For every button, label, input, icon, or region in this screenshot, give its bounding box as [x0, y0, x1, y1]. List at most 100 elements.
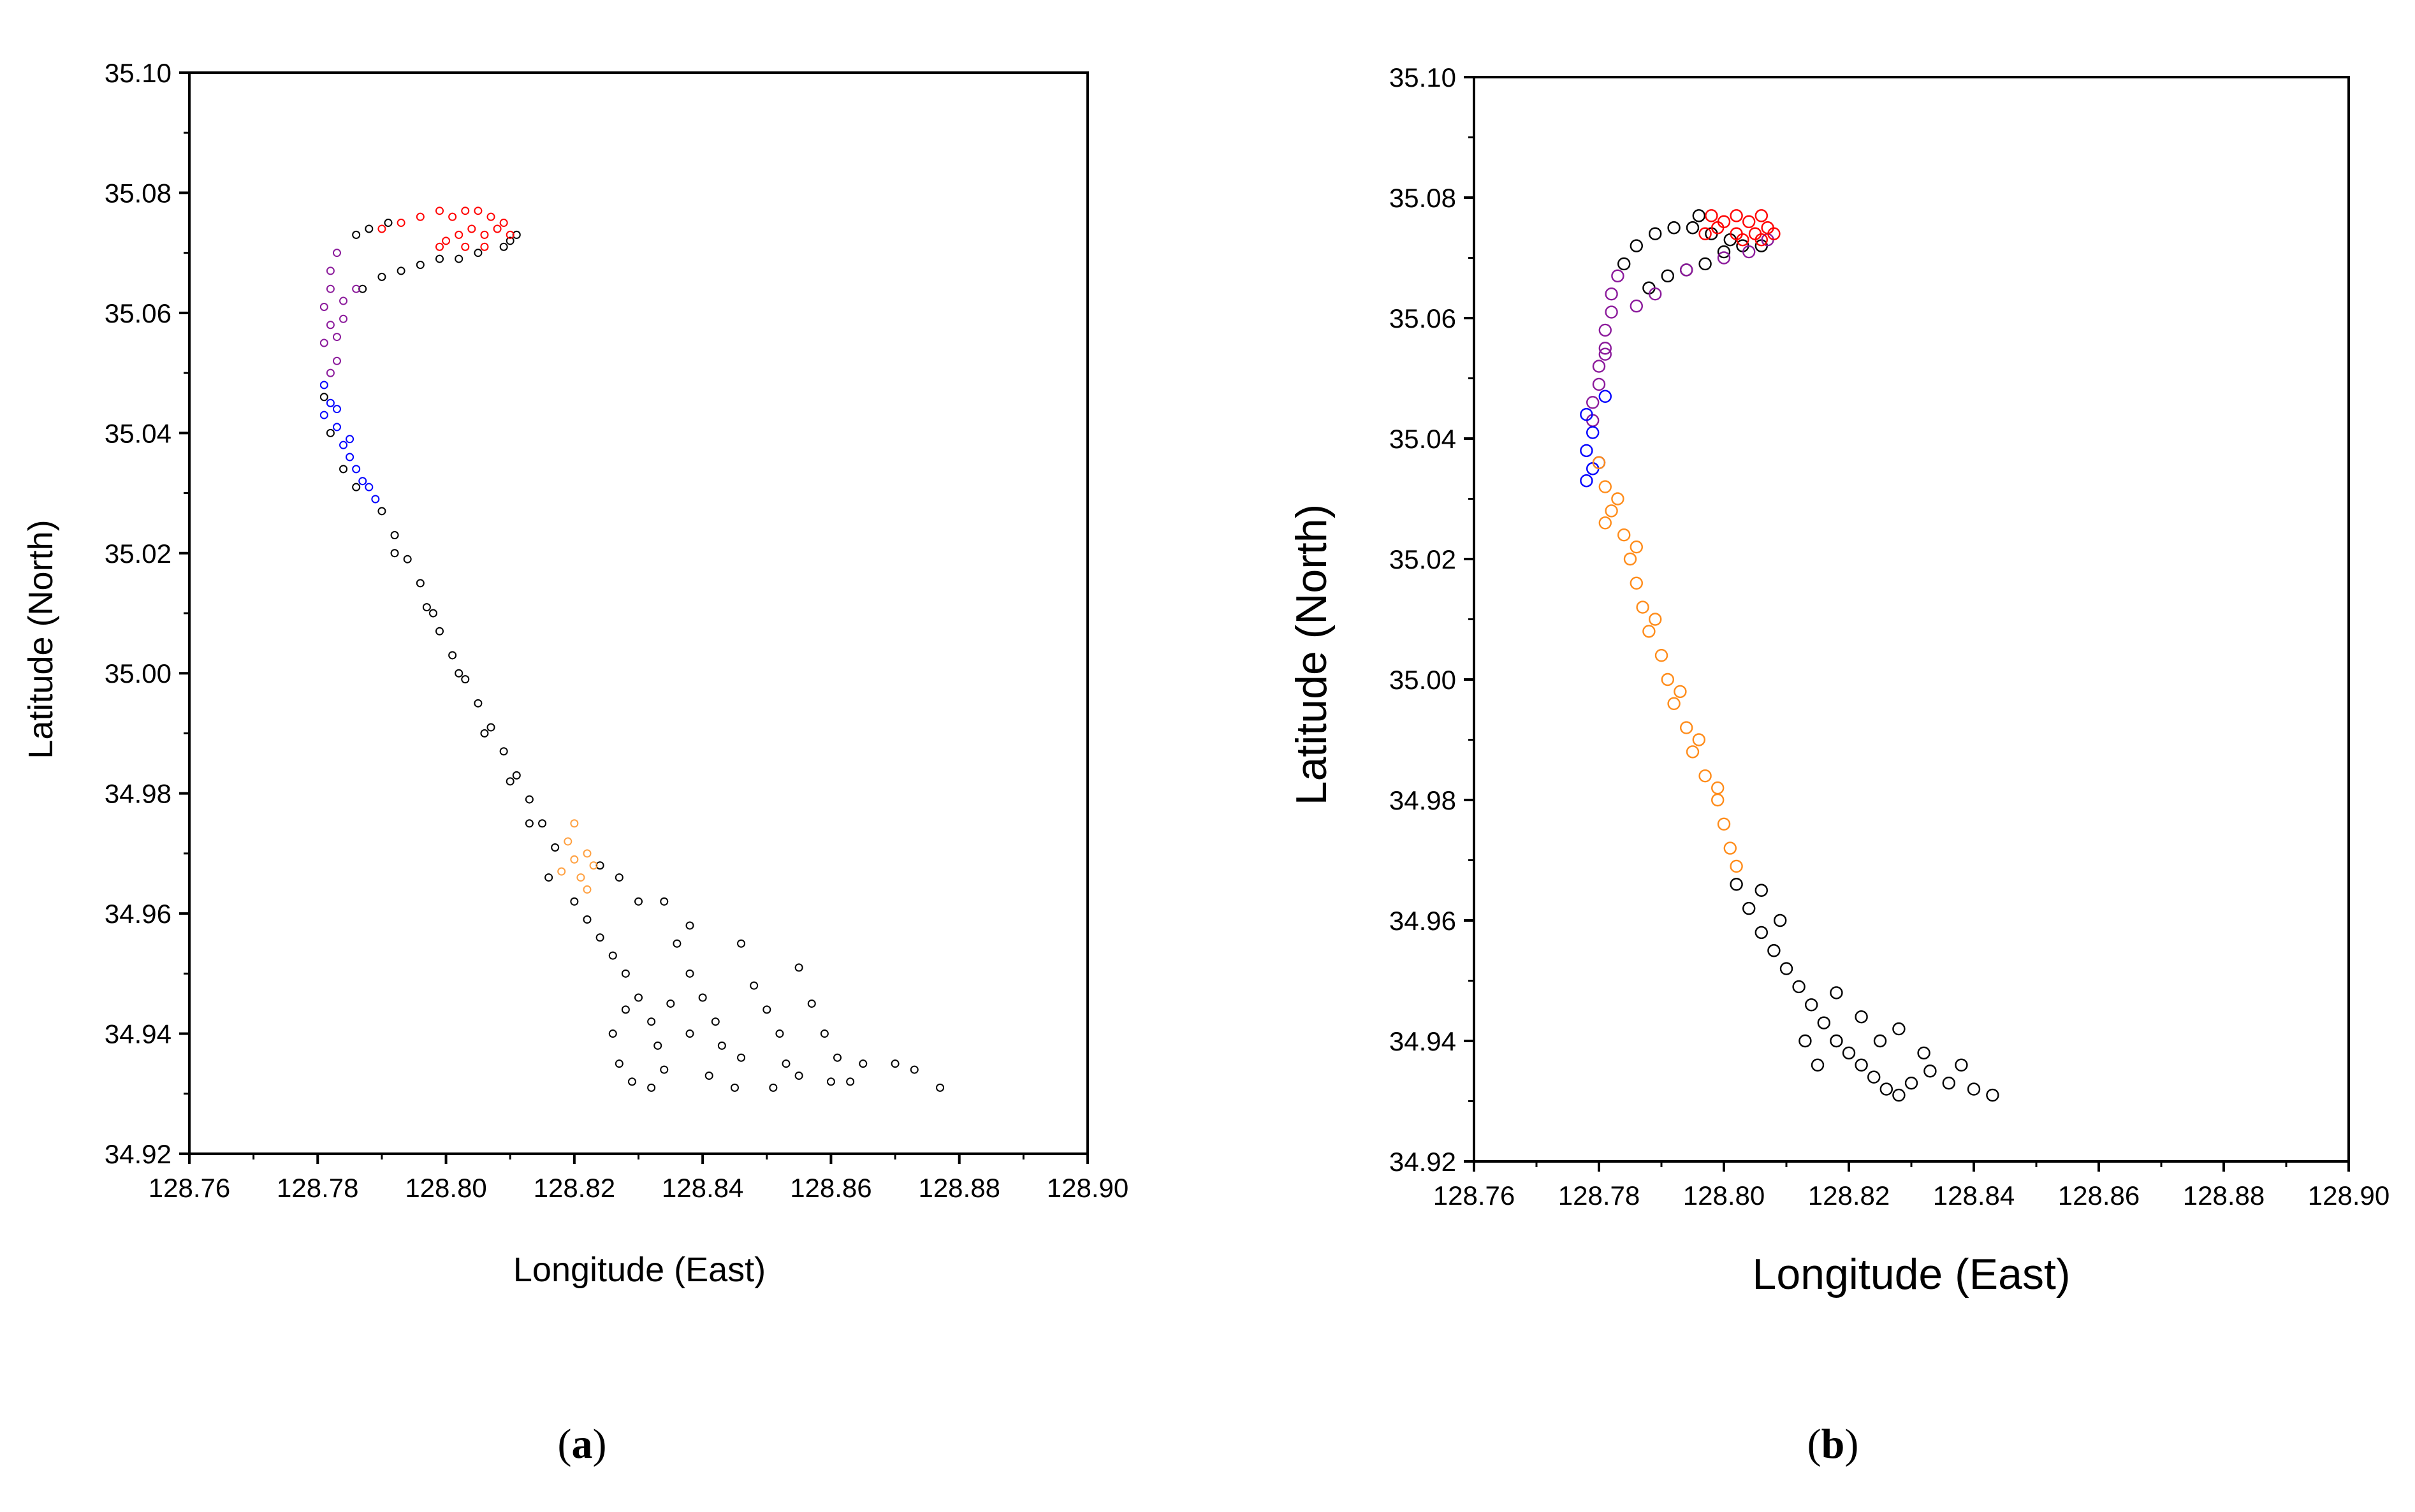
data-point [1667, 697, 1681, 711]
data-point [461, 242, 470, 251]
data-point [1779, 962, 1793, 975]
series-1 [377, 207, 514, 251]
data-point [1598, 516, 1612, 530]
y-tick-label: 35.02 [105, 539, 171, 569]
data-point [1855, 1058, 1868, 1072]
data-point [339, 465, 348, 474]
x-axis-label-b: Longitude (East) [1753, 1250, 2071, 1298]
data-point [332, 405, 341, 414]
data-point [467, 224, 476, 233]
data-point [499, 219, 508, 228]
scatter-plot-b: 128.76 128.78 128.80 128.82 128.84 128.86 128.… [1389, 62, 2389, 1210]
data-point [1679, 721, 1693, 734]
data-point [1811, 1058, 1825, 1072]
data-point [647, 1017, 656, 1026]
data-point [737, 1053, 746, 1062]
data-point [1623, 552, 1637, 566]
data-point [647, 1083, 656, 1092]
data-point [1648, 287, 1662, 301]
data-point [737, 939, 746, 948]
data-point [570, 819, 579, 828]
data-point [1742, 245, 1756, 259]
x-tick-label: 128.80 [405, 1173, 486, 1203]
y-tick-label: 35.08 [105, 178, 171, 208]
x-tick-label: 128.90 [2308, 1181, 2389, 1210]
data-point [365, 224, 374, 233]
data-point [621, 969, 630, 978]
data-point [615, 1059, 624, 1068]
data-point [474, 699, 483, 708]
y-axis-label-b: Latitude (North) [1287, 504, 1336, 805]
data-point [1598, 342, 1612, 355]
data-point [377, 224, 386, 233]
data-point [570, 897, 579, 906]
data-point [1711, 781, 1725, 795]
data-point [1767, 944, 1781, 957]
data-point [653, 1041, 662, 1050]
data-point [332, 423, 341, 432]
data-point [486, 723, 495, 732]
y-tick-label: 34.92 [105, 1139, 171, 1169]
data-point [1592, 360, 1606, 373]
data-point [1873, 1034, 1887, 1048]
data-point [352, 483, 361, 491]
data-point [1617, 528, 1631, 542]
data-point [435, 627, 444, 636]
data-point [769, 1083, 778, 1092]
data-point [660, 897, 669, 906]
x-tick-label: 128.88 [2183, 1181, 2265, 1210]
data-point [1717, 245, 1731, 259]
data-point [730, 1083, 739, 1092]
data-point [365, 483, 374, 491]
data-point [1723, 841, 1737, 855]
data-point [346, 453, 354, 462]
data-point [627, 1077, 636, 1086]
data-point [910, 1065, 919, 1074]
x-tick-label: 128.84 [1933, 1181, 2015, 1210]
data-point [1792, 980, 1806, 994]
data-point [1742, 215, 1756, 228]
data-point [1967, 1082, 1981, 1096]
data-point [685, 921, 694, 930]
data-point [1598, 480, 1612, 493]
data-point [557, 867, 566, 876]
data-point [1755, 233, 1769, 247]
data-point [1773, 913, 1787, 927]
data-point [1830, 986, 1843, 1000]
data-point [1711, 221, 1725, 235]
y-tick-label: 35.00 [1389, 665, 1456, 695]
y-tick-label: 34.98 [105, 779, 171, 809]
data-point [660, 1065, 669, 1074]
data-point [1986, 1088, 1999, 1102]
series-4 [557, 819, 598, 894]
data-point [352, 465, 361, 474]
data-point [506, 230, 514, 239]
data-point [332, 333, 341, 342]
data-point [499, 242, 508, 251]
series-0 [319, 219, 945, 1092]
y-tick-label: 34.92 [1389, 1147, 1456, 1177]
data-point [326, 398, 335, 407]
data-point [698, 993, 707, 1002]
data-point [1692, 209, 1706, 222]
data-point [326, 284, 335, 293]
data-point [544, 873, 553, 882]
caption-b: (b) [1807, 1421, 1859, 1467]
series-3 [1592, 456, 1743, 873]
data-point [1617, 257, 1631, 271]
data-point [1942, 1076, 1956, 1090]
data-point [448, 651, 457, 660]
data-point [422, 603, 431, 612]
data-point [936, 1083, 945, 1092]
data-point [397, 219, 405, 228]
data-point [750, 981, 759, 990]
data-point [1630, 239, 1644, 252]
data-point [685, 969, 694, 978]
data-point [1698, 769, 1712, 783]
series-2 [319, 249, 361, 377]
x-tick-label: 128.82 [534, 1173, 615, 1203]
data-point [390, 531, 399, 540]
data-point [358, 477, 367, 486]
x-tick-label: 128.86 [790, 1173, 872, 1203]
series-0 [1617, 209, 1999, 1102]
